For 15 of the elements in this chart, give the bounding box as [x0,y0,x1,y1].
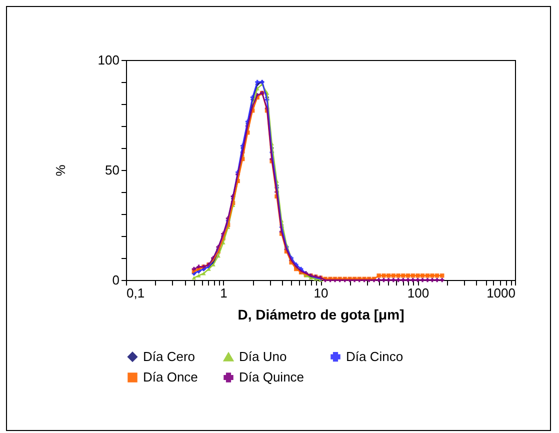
legend-label: Día Cero [143,348,196,364]
x-tick-label: 100 [407,286,430,300]
y-tick-label: 100 [98,52,120,68]
x-tick-label: 0,1 [126,286,145,300]
x-tick-label: 1 [220,286,228,300]
y-tick-label: 50 [105,162,120,178]
legend-label: Día Quince [239,370,304,384]
x-tick-label: 10 [314,286,328,300]
x-tick-label: 1000 [486,286,516,300]
y-tick-label: 0 [112,272,120,288]
legend-label: Día Cinco [346,348,404,364]
legend-label: Día Once [143,370,198,384]
y-axis-title: % [52,164,68,176]
x-axis-title: D, Diámetro de gota [μm] [238,306,404,322]
legend-label: Día Uno [239,349,287,364]
